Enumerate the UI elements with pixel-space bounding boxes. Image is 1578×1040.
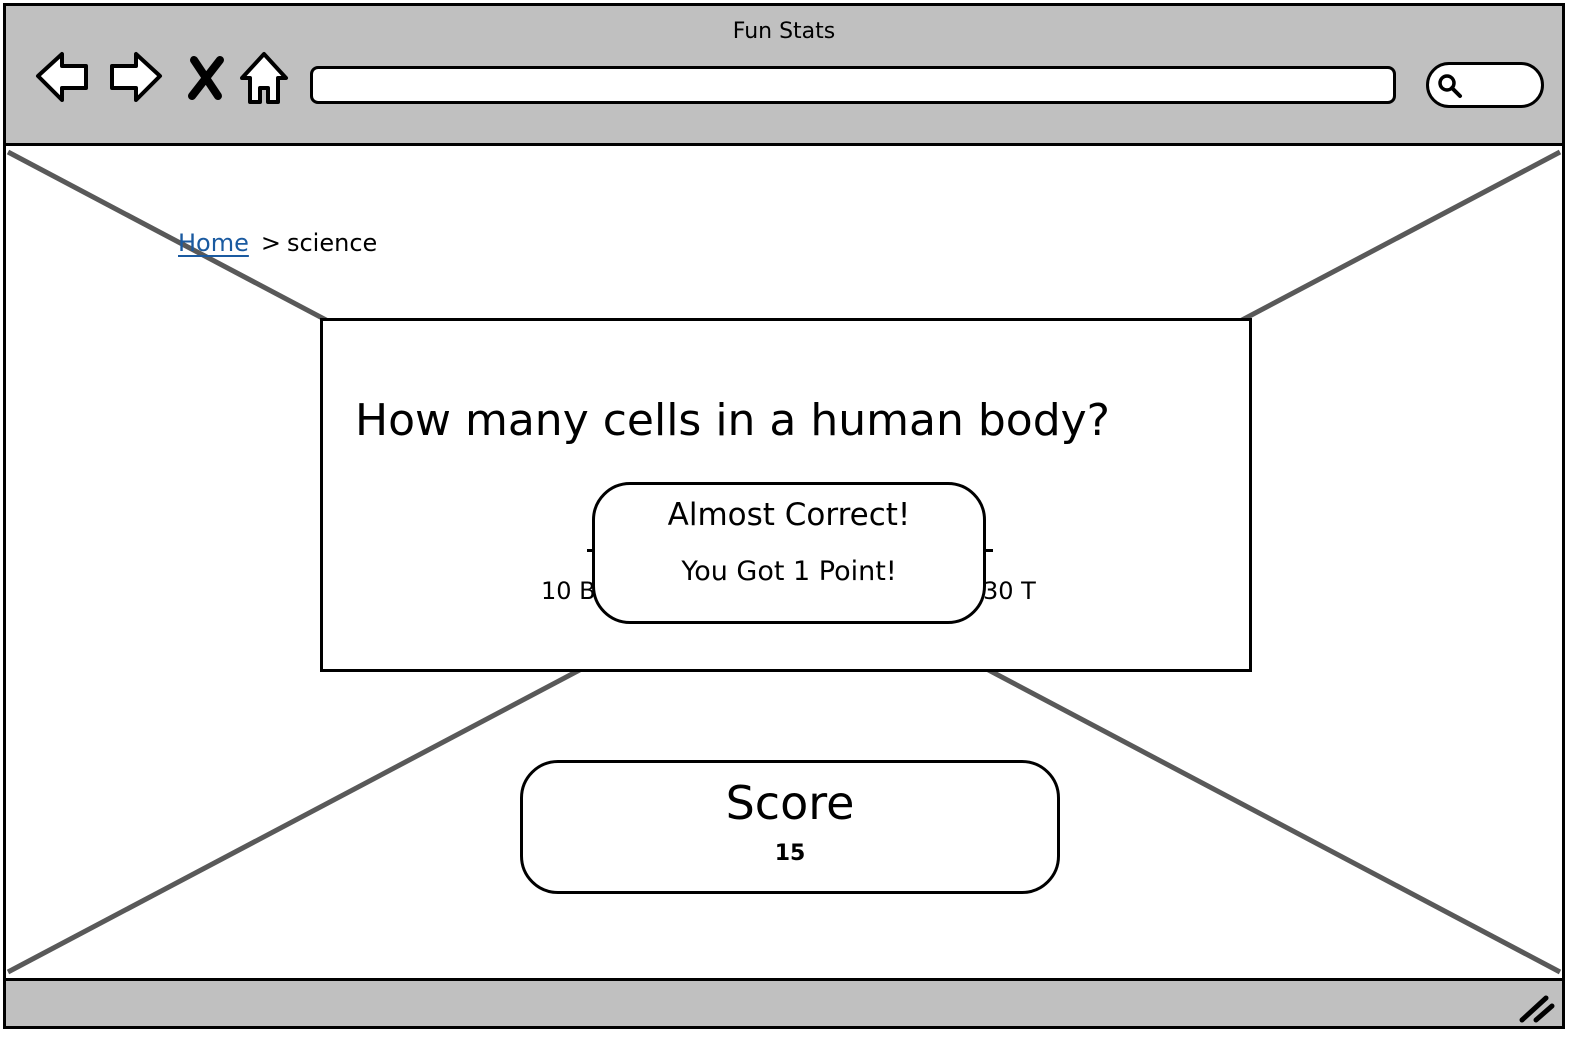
home-icon[interactable]: [234, 48, 294, 108]
breadcrumb-separator: >: [260, 229, 281, 257]
browser-toolbar: Fun Stats: [6, 6, 1562, 146]
question-text: How many cells in a human body?: [355, 395, 1111, 446]
feedback-popup: Almost Correct! You Got 1 Point!: [592, 482, 986, 624]
feedback-detail: You Got 1 Point!: [681, 556, 897, 587]
breadcrumb: Home > science: [178, 226, 377, 260]
window-title: Fun Stats: [732, 19, 836, 44]
score-card: Score 15: [520, 760, 1060, 894]
browser-window: Fun Stats Home > science: [3, 3, 1565, 1029]
score-value: 15: [774, 841, 806, 866]
search-input[interactable]: [1426, 62, 1544, 108]
page-content: Home > science How many cells in a human b…: [6, 146, 1562, 978]
resize-grip-icon[interactable]: [1516, 988, 1556, 1024]
close-icon[interactable]: [176, 48, 236, 108]
breadcrumb-home-link[interactable]: Home: [178, 229, 249, 257]
status-bar: [6, 978, 1562, 1026]
score-label: Score: [725, 776, 855, 830]
slider-max-label: 30 T: [983, 577, 1036, 605]
address-bar[interactable]: [310, 66, 1396, 104]
breadcrumb-current: science: [286, 229, 378, 257]
slider-min-label: 10 B: [541, 577, 596, 605]
search-icon: [1438, 74, 1462, 98]
forward-arrow-icon[interactable]: [106, 48, 166, 108]
back-arrow-icon[interactable]: [32, 48, 92, 108]
feedback-title: Almost Correct!: [667, 497, 911, 533]
